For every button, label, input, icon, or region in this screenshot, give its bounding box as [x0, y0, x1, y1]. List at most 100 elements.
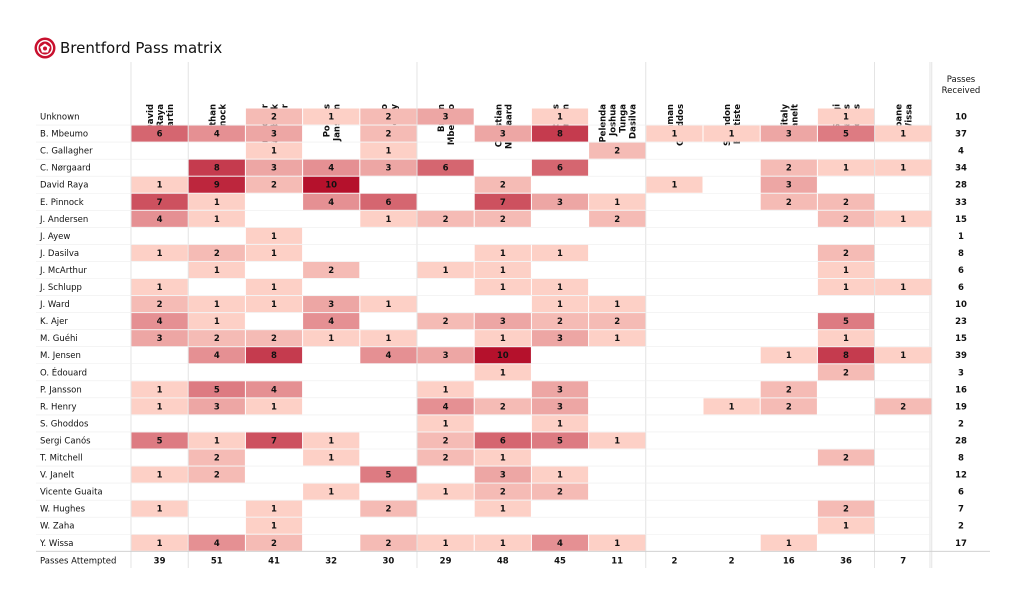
passes-received-value: 23: [955, 317, 967, 327]
passes-attempted-value: 2: [729, 556, 735, 566]
heatmap-cell: [817, 500, 875, 517]
heatmap-cell: [360, 500, 417, 517]
cell-value: 4: [557, 539, 563, 549]
passes-attempted-value: 16: [783, 556, 795, 566]
cell-value: 1: [385, 147, 391, 157]
cell-value: 1: [271, 402, 277, 412]
heatmap-cell: [531, 466, 589, 483]
passes-received-value: 8: [958, 454, 964, 464]
heatmap-cell: [474, 432, 531, 449]
cell-value: 1: [500, 505, 506, 515]
passes-received-value: 4: [958, 147, 964, 157]
heatmap-cell: [188, 449, 245, 466]
cell-value: 1: [271, 505, 277, 515]
row-label: David Raya: [40, 181, 88, 191]
heatmap-cell: [303, 159, 360, 176]
heatmap-cell: [760, 381, 817, 398]
heatmap-cell: [474, 125, 531, 142]
cell-value: 1: [443, 488, 449, 498]
cell-value: 1: [214, 436, 220, 446]
passes-received-value: 2: [958, 419, 964, 429]
heatmap-cell: [474, 330, 531, 347]
heatmap-cell: [245, 330, 303, 347]
heatmap-cell: [188, 193, 245, 210]
heatmap-cell: [360, 534, 417, 551]
column-header-label: Joshua: [609, 104, 619, 137]
heatmap-cell: [531, 279, 589, 296]
passes-received-value: 10: [955, 300, 967, 310]
passes-received-value: 6: [958, 488, 964, 498]
cell-value: 3: [786, 181, 792, 191]
heatmap-cell: [360, 193, 417, 210]
heatmap-cell: [589, 296, 646, 313]
cell-value: 1: [214, 198, 220, 208]
cell-value: 2: [271, 334, 277, 344]
cell-value: 1: [843, 164, 849, 174]
heatmap-cell: [417, 449, 474, 466]
heatmap-cell: [417, 108, 474, 125]
heatmap-cell: [360, 347, 417, 364]
cell-value: 1: [500, 249, 506, 259]
cell-value: 1: [328, 488, 334, 498]
cell-value: 4: [271, 385, 277, 395]
heatmap-cell: [474, 313, 531, 330]
passes-received-value: 6: [958, 283, 964, 293]
cell-value: 2: [500, 488, 506, 498]
cell-value: 10: [497, 351, 509, 361]
heatmap-cell: [360, 142, 417, 159]
cell-value: 2: [843, 505, 849, 515]
cell-value: 3: [271, 130, 277, 140]
row-label: V. Janelt: [40, 471, 75, 481]
cell-value: 2: [786, 198, 792, 208]
passes-received-value: 12: [955, 471, 967, 481]
chart-title: Brentford Pass matrix: [34, 36, 222, 60]
passes-received-value: 15: [955, 334, 967, 344]
heatmap-cell: [303, 449, 360, 466]
passes-attempted-label: Passes Attempted: [40, 556, 116, 566]
cell-value: 2: [900, 402, 906, 412]
heatmap-cell: [817, 159, 875, 176]
heatmap-cell: [474, 483, 531, 500]
heatmap-cell: [817, 108, 875, 125]
cell-value: 5: [385, 471, 391, 481]
cell-value: 3: [328, 300, 334, 310]
heatmap-cell: [417, 483, 474, 500]
cell-value: 3: [500, 130, 506, 140]
cell-value: 1: [786, 539, 792, 549]
cell-value: 1: [614, 539, 620, 549]
chart-title-text: Brentford Pass matrix: [60, 39, 223, 57]
cell-value: 4: [328, 198, 334, 208]
passes-received-header: Received: [942, 86, 981, 96]
heatmap-cell: [817, 210, 875, 227]
cell-value: 1: [729, 402, 735, 412]
cell-value: 2: [385, 505, 391, 515]
cell-value: 1: [843, 334, 849, 344]
column-header: Vitaly Janelt: [780, 104, 800, 133]
cell-value: 1: [328, 454, 334, 464]
heatmap-cell: [245, 125, 303, 142]
cell-value: 5: [843, 130, 849, 140]
row-label: Y. Wissa: [39, 539, 74, 549]
cell-value: 2: [500, 181, 506, 191]
heatmap-cell: [817, 330, 875, 347]
cell-value: 1: [271, 232, 277, 242]
heatmap-cell: [131, 296, 188, 313]
cell-value: 3: [271, 164, 277, 174]
row-label: M. Guéhi: [40, 333, 78, 344]
cell-value: 2: [385, 130, 391, 140]
heatmap-cell: [188, 466, 245, 483]
cell-value: 1: [614, 300, 620, 310]
heatmap-cell: [760, 176, 817, 193]
row-label: R. Henry: [40, 402, 77, 412]
row-label: J. Schlupp: [39, 283, 82, 293]
cell-value: 2: [614, 147, 620, 157]
cell-value: 2: [557, 488, 563, 498]
cell-value: 4: [214, 539, 220, 549]
cell-value: 2: [843, 368, 849, 378]
row-label: C. Nørgaard: [40, 164, 91, 174]
cell-value: 1: [843, 522, 849, 532]
cell-value: 4: [443, 402, 449, 412]
passes-attempted-value: 2: [671, 556, 677, 566]
cell-value: 1: [157, 181, 163, 191]
heatmap-cell: [417, 381, 474, 398]
